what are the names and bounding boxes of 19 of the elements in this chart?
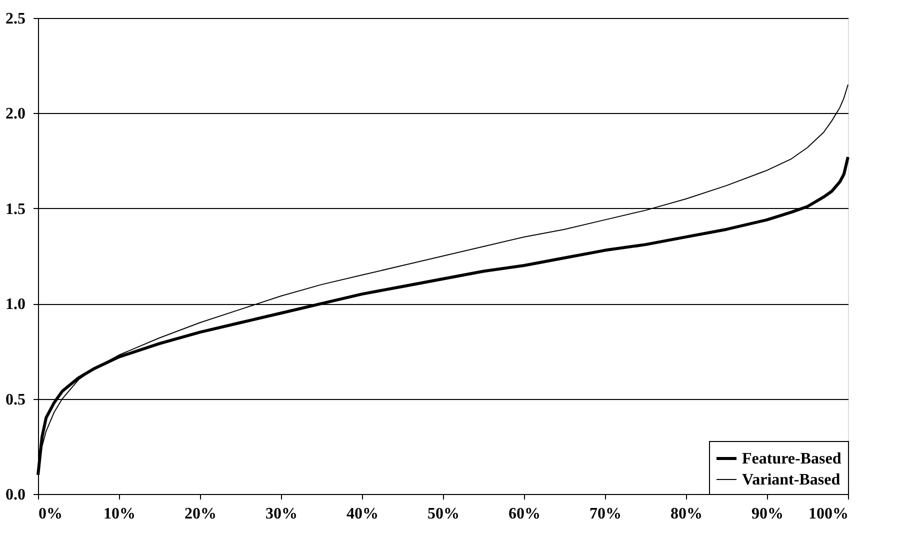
x-tick-label: 0% xyxy=(38,506,62,522)
y-tick-label: 2.5 xyxy=(6,10,26,28)
x-tick-label: 20% xyxy=(184,506,216,522)
x-tick-label: 50% xyxy=(428,506,460,522)
x-tick-label: 70% xyxy=(590,506,622,522)
x-tick-label: 80% xyxy=(670,506,702,522)
legend-label: Variant-Based xyxy=(742,472,840,488)
y-tick-label: 1.0 xyxy=(6,296,26,314)
legend-label: Feature-Based xyxy=(742,450,842,468)
y-tick-label: 1.5 xyxy=(6,200,26,218)
y-tick-label: 0.0 xyxy=(6,486,26,504)
y-tick-label: 0.5 xyxy=(6,391,26,408)
x-tick-label: 100% xyxy=(808,506,848,522)
x-tick-label: 30% xyxy=(266,506,298,522)
y-tick-label: 2.0 xyxy=(6,106,26,123)
x-tick-label: 40% xyxy=(346,506,378,522)
x-tick-label: 90% xyxy=(752,506,784,522)
x-tick-label: 60% xyxy=(508,506,540,522)
x-tick-label: 10% xyxy=(104,506,136,522)
